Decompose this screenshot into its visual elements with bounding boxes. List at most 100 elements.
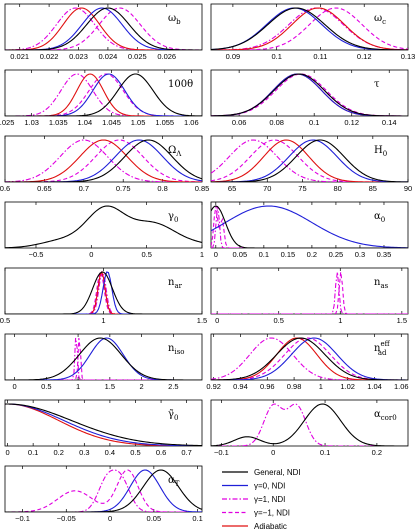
x-tick-label: 0.5	[41, 382, 51, 391]
x-tick-label: 1.5	[397, 316, 407, 325]
x-tick-label: 0.35	[377, 250, 392, 259]
x-tick-label: 0.024	[99, 52, 118, 61]
parameter-label: neff ad	[374, 340, 391, 357]
x-tick-label: 1	[338, 316, 342, 325]
series-line-general	[211, 205, 408, 248]
series-line-gammap1	[5, 73, 202, 116]
x-tick-label: 0.5	[274, 316, 284, 325]
x-tick-label: 0.11	[313, 52, 327, 61]
series-line-general	[211, 139, 408, 182]
series-line-gamma0	[211, 337, 408, 380]
series-line-gamma0	[5, 139, 202, 182]
series-line-general	[5, 403, 202, 446]
series-line-gammap1	[5, 139, 202, 182]
series-line-general	[5, 469, 202, 512]
x-tick-label: 0	[12, 382, 16, 391]
series-line-general	[5, 7, 202, 50]
parameter-label: τ	[374, 79, 380, 90]
series-line-gamma0	[5, 403, 202, 446]
series-line-adiabatic	[5, 7, 202, 50]
x-tick-label: 0.6	[0, 184, 10, 193]
series-line-general	[211, 337, 408, 380]
x-tick-label: 2	[140, 382, 144, 391]
x-tick-label: 0.92	[206, 382, 221, 391]
panel: 0.6 0.65 0.7 0.75 0.8 0.85 ΩΛ	[0, 135, 210, 193]
panel: −0.5 0 0.5 1 γ0	[4, 201, 204, 259]
x-tick-label: 1.06	[394, 382, 409, 391]
panel: 0 0.1 0.2 0.3 0.4 0.5 0.6 0.7 γ̃0	[4, 399, 203, 457]
x-tick-label: 0.75	[116, 184, 131, 193]
x-tick-label: 1.035	[49, 118, 68, 127]
series-line-gamma0	[5, 73, 202, 116]
x-tick-label: 0.5	[130, 448, 140, 457]
x-tick-label: 0.85	[195, 184, 210, 193]
x-tick-label: 0.1	[28, 448, 38, 457]
panel: 1.025 1.03 1.035 1.04 1.045 1.05 1.055 1.06 100θ	[0, 69, 203, 127]
x-tick-label: 1.02	[340, 382, 355, 391]
x-tick-label: 0.98	[287, 382, 302, 391]
x-tick-label: 0.3	[355, 250, 365, 259]
x-tick-label: 90	[404, 184, 412, 193]
panel-frame	[4, 465, 203, 513]
x-tick-label: 1.025	[0, 118, 14, 127]
x-tick-label: 1.06	[184, 118, 199, 127]
panel-frame	[4, 201, 203, 249]
x-tick-label: 0.5	[141, 250, 151, 259]
x-tick-label: 2.5	[168, 382, 178, 391]
series-line-general	[211, 7, 408, 50]
x-tick-label: 0	[5, 448, 9, 457]
series-line-gamma0	[211, 205, 408, 248]
x-tick-label: 0.021	[10, 52, 29, 61]
x-tick-label: 1	[101, 316, 105, 325]
x-tick-label: 1.5	[197, 316, 207, 325]
x-tick-label: 0	[108, 514, 112, 523]
x-tick-label: 0	[214, 250, 218, 259]
panel-frame	[4, 69, 203, 117]
x-tick-label: 0.1	[271, 52, 281, 61]
panel-frame	[210, 333, 409, 381]
parameter-label: γ̃0	[168, 409, 178, 422]
x-tick-label: 0.3	[79, 448, 89, 457]
x-tick-label: 1.04	[367, 382, 382, 391]
series-line-gamman1	[211, 7, 408, 50]
parameter-label: H0	[374, 145, 387, 158]
x-tick-label: 75	[298, 184, 306, 193]
legend-label-gamma0: γ=0, NDI	[254, 482, 285, 491]
x-tick-label: 0.94	[233, 382, 248, 391]
x-tick-label: 0.12	[357, 52, 372, 61]
x-tick-label: 0.09	[226, 52, 241, 61]
parameter-label: α0	[374, 211, 385, 224]
x-tick-label: 0.1	[320, 448, 330, 457]
x-tick-label: 0.2	[372, 448, 382, 457]
panel-frame	[210, 3, 409, 51]
panel-frame	[4, 333, 203, 381]
series-line-general	[5, 73, 202, 116]
x-tick-label: 0.06	[232, 118, 247, 127]
x-tick-label: 0.96	[260, 382, 275, 391]
panel: 0.021 0.022 0.023 0.024 0.025 0.026 ωb	[4, 3, 203, 61]
x-tick-label: 1.04	[78, 118, 93, 127]
x-tick-label: 70	[263, 184, 271, 193]
parameter-label: ωc	[374, 13, 386, 26]
series-line-general	[5, 205, 202, 248]
x-tick-label: 0.05	[147, 514, 162, 523]
x-tick-label: 1.03	[24, 118, 39, 127]
x-tick-label: 0.6	[156, 448, 166, 457]
x-tick-label: 0.08	[269, 118, 284, 127]
x-tick-label: 0.05	[233, 250, 248, 259]
series-line-gammap1	[211, 403, 408, 446]
series-line-gammap1	[5, 469, 202, 512]
legend-label-gamman1: γ=−1, NDI	[254, 509, 290, 518]
panel: 0 0.5 1 1.5 nas	[210, 267, 409, 325]
x-tick-label: 0.022	[40, 52, 59, 61]
parameter-label: γ0	[168, 211, 178, 224]
panel-frame	[210, 201, 409, 249]
x-tick-label: 65	[228, 184, 236, 193]
parameter-label: αcor0	[374, 409, 397, 422]
series-line-general	[211, 73, 408, 116]
x-tick-label: −0.05	[57, 514, 76, 523]
panel-frame	[210, 135, 409, 183]
x-tick-label: −0.1	[214, 448, 229, 457]
x-tick-label: 0.25	[329, 250, 344, 259]
panel: −0.1 0 0.1 0.2 αcor0	[210, 399, 409, 457]
